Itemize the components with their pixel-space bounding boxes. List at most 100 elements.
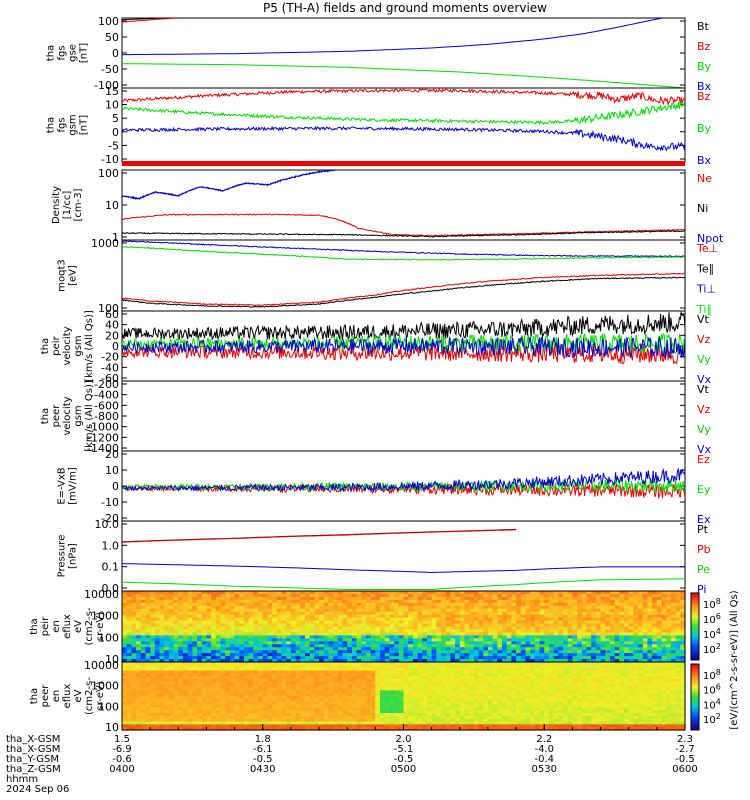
legend-entry: Te∥ xyxy=(696,262,714,275)
y-axis-label: E=-VxB xyxy=(57,467,68,504)
y-tick-label: 10000 xyxy=(84,659,119,672)
y-axis-label: [cm-3] xyxy=(73,188,84,221)
y-axis-label: en xyxy=(51,620,62,633)
legend-entry: Npot xyxy=(697,232,724,245)
legend-entry: Ez xyxy=(697,453,710,466)
y-axis-label: [mV/m] xyxy=(68,467,79,505)
y-tick-label: 100 xyxy=(98,302,119,315)
legend-entry: Bx xyxy=(697,80,712,93)
colorbar-tick-label: 106 xyxy=(703,683,721,697)
panel-pressure: 10.0 1.0 0.1 0.0 Pressure [nPa] Pt Pb Pe Pi xyxy=(57,518,711,596)
y-tick-label: -200 xyxy=(94,378,119,391)
y-tick-label: 20 xyxy=(105,329,119,342)
x-tick-value: 2.0 xyxy=(396,734,412,745)
legend-entry: Pe xyxy=(697,563,710,576)
y-tick-label: -100 xyxy=(94,79,119,92)
x-tick-value: -2.7 xyxy=(675,744,695,755)
y-tick-label: -10 xyxy=(101,496,119,509)
y-tick-label: -40 xyxy=(101,361,119,374)
y-tick-label: 100 xyxy=(98,700,119,713)
panel-frame xyxy=(121,87,686,163)
y-axis-label: peer xyxy=(40,684,51,708)
x-tick-value: 2.3 xyxy=(677,734,693,745)
y-tick-label: 10 xyxy=(105,653,119,666)
y-axis-label: gsm xyxy=(73,335,84,356)
y-tick-label: 50 xyxy=(105,31,119,44)
y-tick-label: 0.0 xyxy=(102,582,120,595)
panel-frame xyxy=(121,17,686,89)
y-axis-label: en xyxy=(51,690,62,703)
series-line-Npot xyxy=(122,170,336,200)
y-axis-label: peer xyxy=(51,404,62,428)
y-tick-label: -5 xyxy=(108,139,119,152)
legend-entry: Ex xyxy=(697,513,711,526)
panel-peer_spectrogram: 10000 1000 100 10 tha peer en eflux eV (cm2-s-sr-… xyxy=(29,659,686,734)
x-tick-value: 0600 xyxy=(672,764,697,775)
x-tick-value: -6.9 xyxy=(112,744,132,755)
y-axis-label: [nT] xyxy=(79,43,90,63)
y-axis-label: gse xyxy=(68,44,79,62)
y-axis-label: [nPa] xyxy=(68,543,79,569)
y-axis-label: [km/s (All Qs)] xyxy=(84,380,95,452)
x-tick-value: -0.6 xyxy=(112,754,132,765)
y-axis-label: tha xyxy=(40,408,51,424)
y-axis-label: (cm2-s- xyxy=(84,607,95,645)
x-date-label: 2024 Sep 06 xyxy=(6,784,69,795)
y-tick-label: -400 xyxy=(94,389,119,402)
y-axis-label: (cm2-s- xyxy=(84,677,95,715)
series-line-Ti∥ xyxy=(122,245,685,261)
y-tick-label: -1200 xyxy=(87,431,119,444)
y-tick-label: -10 xyxy=(101,153,119,166)
y-tick-label: 100 xyxy=(98,15,119,28)
series-line-Pi xyxy=(122,563,685,574)
series-line-By xyxy=(122,99,685,126)
legend-entry: Vy xyxy=(697,353,711,366)
y-tick-label: 1 xyxy=(112,231,119,244)
y-axis-label: moqt3 xyxy=(57,259,68,292)
legend-entry: Pb xyxy=(697,543,711,556)
y-tick-label: 0.1 xyxy=(102,561,120,574)
colorbar-label: [eV/(cm^2-s-sr-eV)] (All Qs) xyxy=(729,590,740,729)
legend-entry: Bz xyxy=(697,90,711,103)
y-axis-label: peir xyxy=(40,616,51,636)
legend-entry: Vx xyxy=(697,443,712,456)
colorbar-tick-label: 104 xyxy=(703,627,721,641)
series-line-Ti⊥ xyxy=(122,240,685,258)
colorbar-tick-label: 102 xyxy=(703,642,721,656)
y-tick-label: 1000 xyxy=(91,680,119,693)
x-tick-value: 0500 xyxy=(391,764,416,775)
y-axis-label: fgs xyxy=(57,117,68,132)
x-tick-value: -4.0 xyxy=(534,744,554,755)
y-tick-label: 10 xyxy=(105,721,119,734)
legend-entry: Bt xyxy=(697,20,710,33)
panel-frame xyxy=(121,520,686,592)
series-line-Pe xyxy=(122,578,685,590)
series-line-Bx xyxy=(122,125,685,152)
series-line-Ne xyxy=(122,213,685,237)
legend-entry: Vt xyxy=(697,313,710,326)
y-tick-label: 20 xyxy=(105,448,119,461)
legend-entry: Ni xyxy=(697,202,708,215)
y-tick-label: 10 xyxy=(105,199,119,212)
x-tick-value: -0.5 xyxy=(394,754,414,765)
series-line-Bz xyxy=(122,88,685,107)
legend-entry: Ti∥ xyxy=(696,303,712,316)
flag-bar xyxy=(122,161,685,166)
legend-entry: Ti⊥ xyxy=(696,283,716,296)
y-tick-label: 10.0 xyxy=(95,518,120,531)
x-row-label: tha_X-GSM xyxy=(6,734,60,745)
y-axis-label: tha xyxy=(29,618,40,634)
y-axis-label: tha xyxy=(29,688,40,704)
y-axis-label: fgs xyxy=(57,45,68,60)
series-line-Pb xyxy=(122,529,517,543)
series-line-Ni xyxy=(122,230,685,238)
y-tick-label: 5 xyxy=(112,112,119,125)
y-axis-label: [km/s (All Qs)] xyxy=(84,310,95,382)
y-axis-label: gsm xyxy=(68,114,79,135)
x-tick-value: 0430 xyxy=(250,764,275,775)
colorbar-frame xyxy=(690,663,700,731)
y-axis-label: [eV] xyxy=(68,265,79,286)
plot-title: P5 (TH-A) fields and ground moments over… xyxy=(263,1,547,15)
